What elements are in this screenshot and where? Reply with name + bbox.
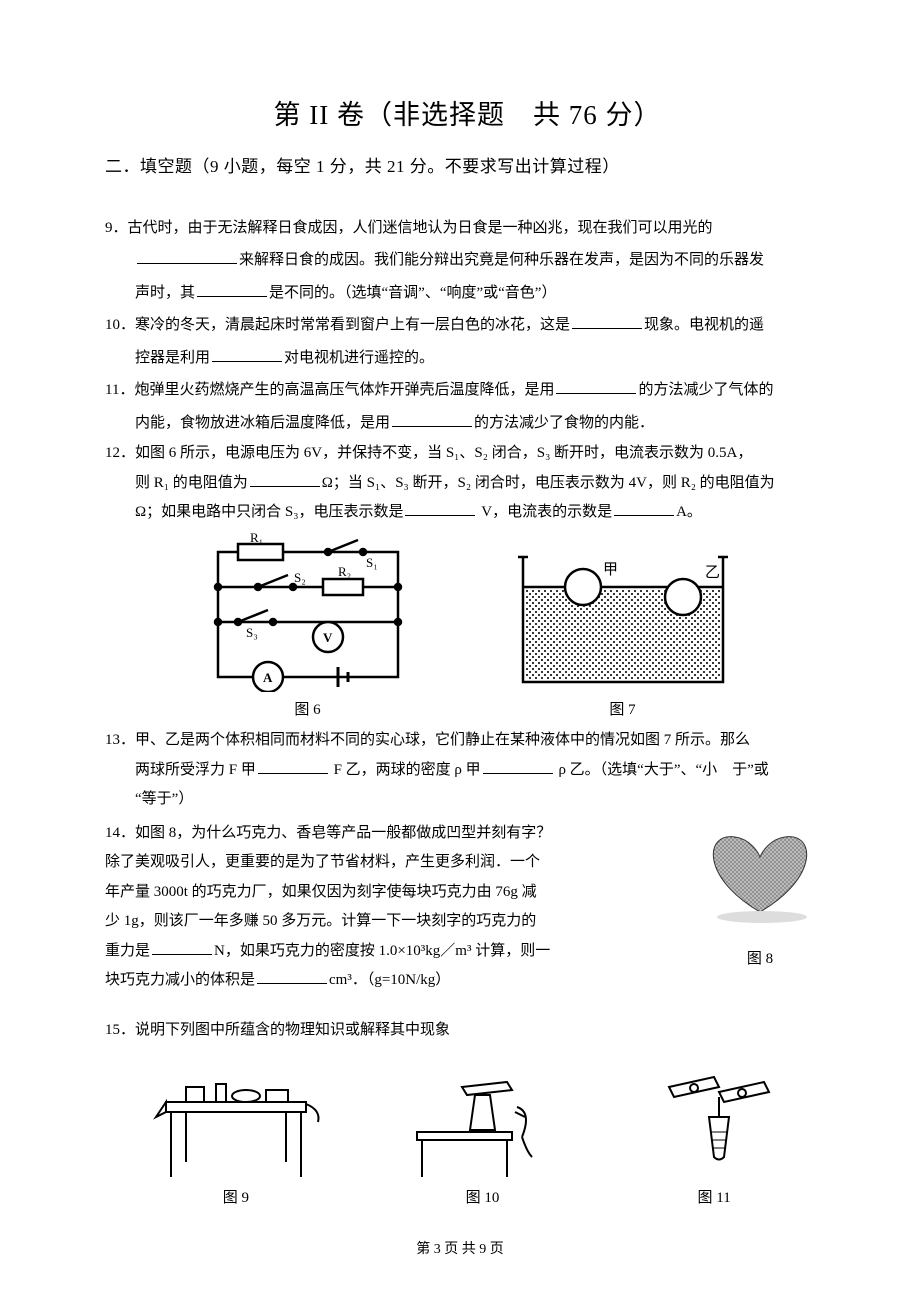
question-13: 13．甲、乙是两个体积相同而材料不同的实心球，它们静止在某种液体中的情况如图 7… [105, 728, 830, 754]
text: N，如果巧克力的密度按 1.0×10³kg／m³ 计算，则一 [214, 943, 550, 959]
svg-text:乙: 乙 [705, 565, 720, 581]
text: Ω；当 S₁、S₃ 断开，S₂ 闭合时，电压表示数为 4V，则 R₂ 的电阻值为 [322, 475, 775, 491]
figure-row-6-7: R₁ S₁ S₂ R₂ S₃ V A 图 6 [105, 532, 830, 725]
svg-text:S₃: S₃ [246, 625, 258, 640]
chocolate-heart-icon [690, 817, 830, 927]
text: 12．如图 6 所示，电源电压为 6V，并保持不变，当 S₁、S₂ 闭合，S₃ … [105, 445, 752, 461]
beaker-diagram-icon: 甲 乙 [508, 542, 738, 692]
figure-6: R₁ S₁ S₂ R₂ S₃ V A 图 6 [198, 532, 418, 725]
text: cm³．（g=10N/kg） [329, 972, 450, 988]
figure-6-caption: 图 6 [198, 696, 418, 725]
text: V，电流表的示数是 [477, 504, 612, 520]
text: 的方法减少了食物的内能． [474, 415, 654, 431]
blank [556, 378, 636, 394]
text: 是不同的。（选填“音调”、“响度”或“音色”） [269, 285, 556, 301]
figure-9: 图 9 [146, 1062, 326, 1213]
q14-l1: 14．如图 8，为什么巧克力、香皂等产品一般都做成凹型并刻有字？ [105, 821, 670, 847]
question-14-wrap: 14．如图 8，为什么巧克力、香皂等产品一般都做成凹型并刻有字？ 除了美观吸引人… [105, 817, 830, 998]
tablecloth-experiment-icon [146, 1062, 326, 1182]
figure-8: 图 8 [690, 817, 830, 974]
blank [257, 968, 327, 984]
svg-text:V: V [323, 630, 333, 645]
text: 内能，食物放进冰箱后温度降低，是用 [135, 415, 390, 431]
text: 13．甲、乙是两个体积相同而材料不同的实心球，它们静止在某种液体中的情况如图 7… [105, 732, 750, 748]
figure-8-caption: 图 8 [690, 945, 830, 974]
question-14: 14．如图 8，为什么巧克力、香皂等产品一般都做成凹型并刻有字？ 除了美观吸引人… [105, 817, 670, 998]
main-title: 第 II 卷（非选择题 共 76 分） [105, 90, 830, 141]
q14-l5: 重力是 N，如果巧克力的密度按 1.0×10³kg／m³ 计算，则一 [105, 939, 670, 965]
svg-text:S₁: S₁ [366, 555, 378, 570]
figure-10: 图 10 [407, 1062, 557, 1213]
text: 的方法减少了气体的 [638, 382, 773, 398]
text: 10．寒冷的冬天，清晨起床时常常看到窗户上有一层白色的冰花，这是 [105, 317, 570, 333]
blank [197, 281, 267, 297]
text: 11．炮弹里火药燃烧产生的高温高压气体炸开弹壳后温度降低，是用 [105, 382, 554, 398]
blank [405, 500, 475, 516]
page-footer: 第 3 页 共 9 页 [0, 1237, 920, 1264]
question-10: 10．寒冷的冬天，清晨起床时常常看到窗户上有一层白色的冰花，这是 现象。电视机的遥 [105, 311, 830, 340]
figure-10-caption: 图 10 [407, 1184, 557, 1213]
text: ρ 乙。（选填“大于”、“小 于”或 [555, 762, 769, 778]
text: 对电视机进行遥控的。 [284, 350, 434, 366]
figure-row-9-10-11: 图 9 图 10 [105, 1062, 830, 1213]
q14-l2: 除了美观吸引人，更重要的是为了节省材料，产生更多利润．一个 [105, 850, 670, 876]
svg-text:A: A [263, 670, 273, 685]
question-9: 9．古代时，由于无法解释日食成因，人们迷信地认为日食是一种凶兆，现在我们可以用光… [105, 214, 830, 243]
text: “等于”） [135, 791, 193, 807]
figure-11: 图 11 [639, 1062, 789, 1213]
figure-11-caption: 图 11 [639, 1184, 789, 1213]
circuit-diagram-icon: R₁ S₁ S₂ R₂ S₃ V A [198, 532, 418, 692]
q9-line1: 9．古代时，由于无法解释日食成因，人们迷信地认为日食是一种凶兆，现在我们可以用光… [105, 220, 713, 236]
q14-l6: 块巧克力减小的体积是 cm³．（g=10N/kg） [105, 968, 670, 994]
text: 块巧克力减小的体积是 [105, 972, 255, 988]
page-container: 第 II 卷（非选择题 共 76 分） 二．填空题（9 小题，每空 1 分，共 … [0, 0, 920, 1302]
section-heading: 二．填空题（9 小题，每空 1 分，共 21 分。不要求写出计算过程） [105, 151, 830, 183]
svg-text:甲: 甲 [603, 562, 618, 578]
question-12: 12．如图 6 所示，电源电压为 6V，并保持不变，当 S₁、S₂ 闭合，S₃ … [105, 441, 830, 467]
text: Ω；如果电路中只闭合 S₃，电压表示数是 [135, 504, 403, 520]
figure-9-caption: 图 9 [146, 1184, 326, 1213]
blank [392, 411, 472, 427]
blank [572, 313, 642, 329]
text: 重力是 [105, 943, 150, 959]
q14-l3: 年产量 3000t 的巧克力厂，如果仅因为刻字使每块巧克力由 76g 减 [105, 880, 670, 906]
figure-7: 甲 乙 图 7 [508, 542, 738, 725]
cup-cardboard-experiment-icon [407, 1062, 557, 1182]
text: 则 R₁ 的电阻值为 [135, 475, 248, 491]
svg-text:R₁: R₁ [250, 532, 263, 545]
figure-7-caption: 图 7 [508, 696, 738, 725]
text: 来解释日食的成因。我们能分辩出究竟是何种乐器在发声，是因为不同的乐器发 [239, 252, 764, 268]
text: 声时，其 [135, 285, 195, 301]
q13-line2: 两球所受浮力 F 甲 F 乙，两球的密度 ρ 甲 ρ 乙。（选填“大于”、“小 … [105, 758, 830, 784]
question-15: 15．说明下列图中所蕴含的物理知识或解释其中现象 [105, 1016, 830, 1045]
blank [137, 248, 237, 264]
blank [483, 758, 553, 774]
blank [250, 471, 320, 487]
blank [258, 758, 328, 774]
text: A。 [676, 504, 702, 520]
suction-cup-experiment-icon [639, 1062, 789, 1182]
svg-text:R₂: R₂ [338, 564, 351, 579]
text: 两球所受浮力 F 甲 [135, 762, 256, 778]
blank [212, 346, 282, 362]
text: 控器是利用 [135, 350, 210, 366]
text: 现象。电视机的遥 [644, 317, 764, 333]
q14-l4: 少 1g，则该厂一年多赚 50 多万元。计算一下一块刻字的巧克力的 [105, 909, 670, 935]
q13-line3: “等于”） [105, 787, 830, 813]
q12-line2: 则 R₁ 的电阻值为 Ω；当 S₁、S₃ 断开，S₂ 闭合时，电压表示数为 4V，… [105, 471, 830, 497]
blank [614, 500, 674, 516]
svg-text:S₂: S₂ [294, 570, 306, 585]
q9-line2: 来解释日食的成因。我们能分辩出究竟是何种乐器在发声，是因为不同的乐器发 [105, 246, 830, 275]
text: F 乙，两球的密度 ρ 甲 [330, 762, 481, 778]
q12-line3: Ω；如果电路中只闭合 S₃，电压表示数是 V，电流表的示数是 A。 [105, 500, 830, 526]
blank [152, 939, 212, 955]
question-11: 11．炮弹里火药燃烧产生的高温高压气体炸开弹壳后温度降低，是用 的方法减少了气体的 [105, 376, 830, 405]
q10-line2: 控器是利用 对电视机进行遥控的。 [105, 344, 830, 373]
q9-line3: 声时，其 是不同的。（选填“音调”、“响度”或“音色”） [105, 279, 830, 308]
q11-line2: 内能，食物放进冰箱后温度降低，是用 的方法减少了食物的内能． [105, 409, 830, 438]
